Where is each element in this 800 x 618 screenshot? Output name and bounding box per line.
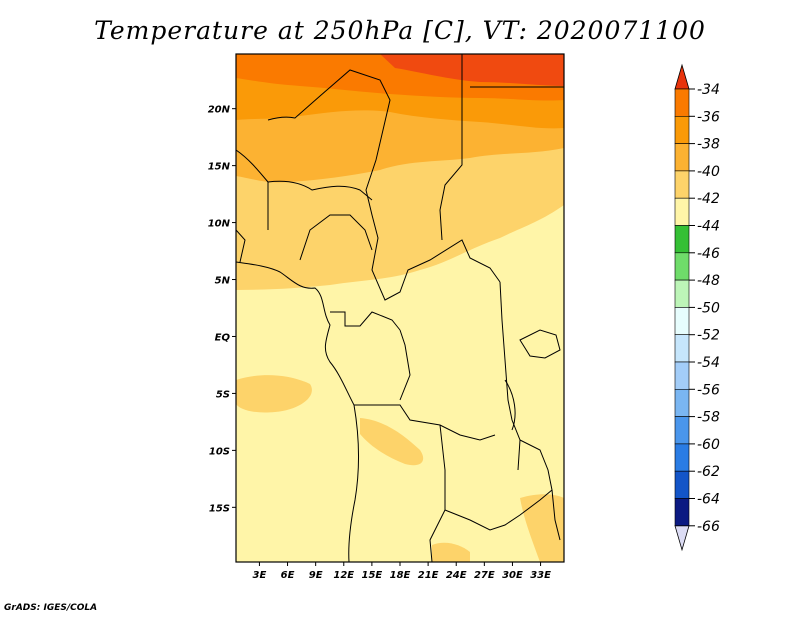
colorbar-label: -38: [697, 137, 720, 153]
colorbar-label: -36: [697, 109, 720, 125]
colorbar-box: [674, 143, 690, 172]
colorbar-label: -54: [697, 355, 720, 371]
colorbar-label: -60: [697, 437, 720, 453]
colorbar-box: [674, 470, 690, 499]
colorbar-label: -52: [697, 328, 720, 344]
lon-label: 27E: [474, 570, 495, 581]
lon-label: 3E: [253, 570, 267, 581]
field-south-patch-2: [360, 418, 424, 466]
colorbar-label: -50: [697, 300, 720, 316]
lat-label: 15N: [208, 162, 231, 173]
colorbar-box: [674, 116, 690, 144]
colorbar-box: [674, 388, 690, 417]
plot-title: Temperature at 250hPa [C], VT: 202007110…: [94, 16, 706, 45]
colorbar-label: -62: [697, 464, 720, 480]
lat-label: 10N: [208, 219, 231, 230]
lon-label: 9E: [309, 570, 323, 581]
lat-label: 5N: [215, 276, 231, 287]
colorbar-box: [674, 225, 690, 254]
field-south-patch-1: [236, 375, 312, 413]
colorbar-box: [674, 361, 690, 390]
colorbar-label: -44: [697, 219, 720, 235]
lon-label: 12E: [333, 570, 354, 581]
lon-label: 33E: [530, 570, 551, 581]
colorbar-box: [674, 170, 690, 199]
temperature-map: [236, 54, 564, 562]
colorbar-bottom-arrow: [674, 525, 690, 552]
colorbar-box: [674, 252, 690, 281]
lat-label: 20N: [208, 105, 231, 116]
lon-label: 21E: [418, 570, 439, 581]
colorbar-label: -58: [697, 410, 720, 426]
colorbar-label: -48: [697, 273, 720, 289]
colorbar-box: [674, 197, 690, 226]
lat-label: 5S: [216, 389, 230, 400]
lon-label: 15E: [362, 570, 383, 581]
colorbar-box: [674, 334, 690, 363]
country-borders: [236, 54, 564, 562]
lat-label: 10S: [209, 446, 230, 457]
colorbar-top-arrow: [674, 63, 690, 90]
lat-label: 15S: [209, 503, 230, 514]
lat-label: EQ: [215, 332, 231, 343]
colorbar-box: [674, 498, 690, 527]
field-warmest-patch: [380, 54, 564, 86]
colorbar-label: -66: [697, 519, 720, 535]
field-south-patch-3: [520, 494, 564, 562]
colorbar-label: -46: [697, 246, 720, 262]
colorbar-label: -34: [697, 82, 720, 98]
longitude-axis: 3E 6E 9E 12E 15E 18E 21E 24E 27E 30E 33E: [253, 562, 551, 581]
lon-label: 18E: [390, 570, 411, 581]
grads-credit: GrADS: IGES/COLA: [4, 603, 98, 613]
colorbar-box: [674, 307, 690, 335]
lon-label: 6E: [281, 570, 295, 581]
colorbar-label: -42: [697, 191, 720, 207]
colorbar-label: -40: [697, 164, 720, 180]
colorbar-label: -64: [697, 492, 720, 508]
colorbar-box: [674, 416, 690, 445]
colorbar: -34 -36 -38 -40 -42 -44 -46 -48 -50 -52 -54 -56 -58 -…: [674, 63, 720, 552]
colorbar-box: [674, 279, 690, 308]
colorbar-box: [674, 88, 690, 117]
colorbar-label: -56: [697, 382, 720, 398]
field-south-patch-4: [432, 542, 470, 562]
lon-label: 24E: [446, 570, 467, 581]
colorbar-box: [674, 443, 690, 472]
lon-label: 30E: [502, 570, 523, 581]
latitude-axis: 20N 15N 10N 5N EQ 5S 10S 15S: [208, 105, 236, 514]
